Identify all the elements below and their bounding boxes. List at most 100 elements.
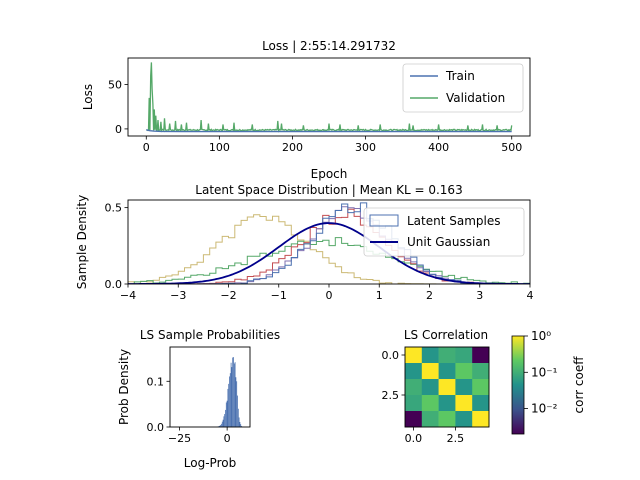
loss-x-tick-0-label: 0: [143, 141, 150, 154]
corr-cell-0-3: [455, 347, 473, 364]
prob-histogram-bar: [228, 383, 230, 427]
legend-unit-gaussian-label: Unit Gaussian: [407, 235, 490, 249]
prob-histogram-bar: [233, 357, 234, 427]
loss-axes-frame: [127, 57, 531, 137]
corr-y-tick-0.0-label: 0.0: [382, 349, 400, 362]
corr-cell-4-4: [472, 411, 490, 428]
latent-x-tick-−2-label: −2: [220, 289, 236, 302]
prob-axes-frame: [169, 346, 251, 428]
latent-y-tick-0.0-label: 0.0: [105, 278, 123, 291]
prob-x-tick-0-label: 0: [224, 432, 231, 445]
loss-y-axis-label: Loss: [81, 84, 95, 110]
prob-histogram-bar: [223, 416, 225, 427]
legend-latent-samples-label: Latent Samples: [407, 214, 501, 228]
prob-histogram-bar: [225, 402, 227, 427]
prob-histogram-bar: [236, 381, 238, 427]
corr-cell-3-2: [438, 395, 456, 412]
prob-histogram-bar: [229, 376, 230, 427]
corr-cell-0-2: [438, 347, 456, 364]
colorbar-gradient: [511, 335, 525, 435]
corr-cell-1-4: [472, 363, 490, 380]
latent-chart-title: Latent Space Distribution | Mean KL = 0.…: [195, 183, 462, 197]
loss-x-tick-300-label: 300: [355, 141, 376, 154]
prob-x-tick-−25-label: −25: [168, 432, 191, 445]
latent-x-tick-0-label: 0: [326, 289, 333, 302]
latent-x-tick-2-label: 2: [426, 289, 433, 302]
prob-histogram-bar: [225, 409, 226, 427]
corr-cell-3-4: [472, 395, 490, 412]
prob-histogram-bar: [231, 367, 233, 427]
prob-histogram-bar: [220, 424, 222, 427]
corr-x-tick-2.5-label: 2.5: [447, 432, 465, 445]
latent-y-tick-0.5-label: 0.5: [105, 202, 123, 215]
corr-cell-4-2: [438, 411, 456, 428]
corr-cell-2-2: [438, 379, 456, 396]
prob-histogram-bar: [239, 421, 241, 427]
ls-correlation-heatmap: LS Correlation 0.0 2.5 0.0 2.5 10⁰ 10⁻¹ 10⁻² …: [382, 328, 587, 445]
corr-x-tick-0.0-label: 0.0: [405, 432, 423, 445]
prob-histogram-bar: [240, 424, 242, 427]
corr-cell-2-4: [472, 379, 490, 396]
prob-histogram-bar: [237, 408, 239, 427]
corr-cell-1-1: [421, 363, 439, 380]
prob-histogram-bar: [230, 362, 232, 427]
corr-cell-0-1: [421, 347, 439, 364]
prob-histogram-bar: [232, 357, 234, 427]
loss-chart: Loss | 2:55:14.291732 0 100 200 300 400 500 0 5…: [81, 39, 531, 181]
legend-validation-label: Validation: [446, 91, 505, 105]
loss-y-tick-0-label: 0: [115, 123, 122, 136]
prob-y-tick-0.0-label: 0.0: [147, 421, 165, 434]
corr-cell-3-1: [421, 395, 439, 412]
colorbar-tick-label-1: 10⁻¹: [531, 365, 558, 379]
prob-x-axis-label: Log-Prob: [184, 456, 236, 470]
prob-y-axis-label: Prob Density: [117, 349, 131, 425]
prob-histogram-bar: [238, 417, 240, 427]
corr-cell-0-4: [472, 347, 490, 364]
loss-chart-title: Loss | 2:55:14.291732: [262, 39, 396, 53]
legend-latent-samples-swatch: [369, 214, 399, 227]
corr-cell-4-1: [421, 411, 439, 428]
colorbar-tick-label-0: 10⁰: [531, 329, 551, 343]
corr-chart-title: LS Correlation: [404, 328, 488, 342]
loss-x-tick-500-label: 500: [501, 141, 522, 154]
prob-y-tick-0.1-label: 0.1: [147, 375, 165, 388]
colorbar-tick-label-2: 10⁻²: [531, 402, 558, 416]
latent-y-axis-label: Sample Density: [75, 195, 89, 289]
corr-cell-1-3: [455, 363, 473, 380]
colorbar: 10⁰ 10⁻¹ 10⁻² corr coeff: [511, 329, 586, 435]
prob-histogram-bar: [227, 388, 229, 427]
corr-cell-2-1: [421, 379, 439, 396]
prob-histogram-bar: [237, 395, 238, 427]
latent-x-tick-4-label: 4: [527, 289, 534, 302]
prob-histogram-bar: [221, 421, 223, 427]
latent-distribution-chart: Latent Space Distribution | Mean KL = 0.…: [75, 183, 534, 302]
prob-histogram-bar: [222, 419, 224, 427]
corr-cell-3-3: [455, 395, 473, 412]
corr-cell-1-0: [405, 363, 423, 380]
corr-y-tick-2.5-label: 2.5: [382, 389, 400, 402]
latent-x-tick-3-label: 3: [476, 289, 483, 302]
unit-gaussian-curve: [128, 222, 530, 284]
latent-sample-histogram-2: [128, 237, 530, 284]
loss-y-tick-50-label: 50: [108, 79, 122, 92]
latent-x-tick-1-label: 1: [376, 289, 383, 302]
loss-x-tick-400-label: 400: [428, 141, 449, 154]
ls-sample-probabilities-chart: LS Sample Probabilities −25 0 0.0 0.1 Log-P…: [117, 328, 280, 470]
corr-axes-frame: [404, 346, 490, 428]
prob-histogram-bar: [235, 377, 237, 427]
prob-histogram-bar: [221, 423, 222, 427]
train-loss-line: [146, 129, 512, 133]
prob-histogram-bar: [219, 425, 221, 427]
corr-cell-3-0: [405, 395, 423, 412]
loss-x-axis-label: Epoch: [311, 167, 348, 181]
corr-cell-0-0: [405, 347, 423, 364]
latent-legend-box: [363, 207, 525, 257]
loss-x-tick-100-label: 100: [209, 141, 230, 154]
latent-x-tick-−4-label: −4: [120, 289, 136, 302]
validation-loss-line: [146, 62, 513, 133]
corr-cell-4-0: [405, 411, 423, 428]
latent-x-tick-−3-label: −3: [170, 289, 186, 302]
prob-histogram-bar: [226, 400, 228, 427]
corr-cell-4-3: [455, 411, 473, 428]
corr-cell-2-3: [455, 379, 473, 396]
